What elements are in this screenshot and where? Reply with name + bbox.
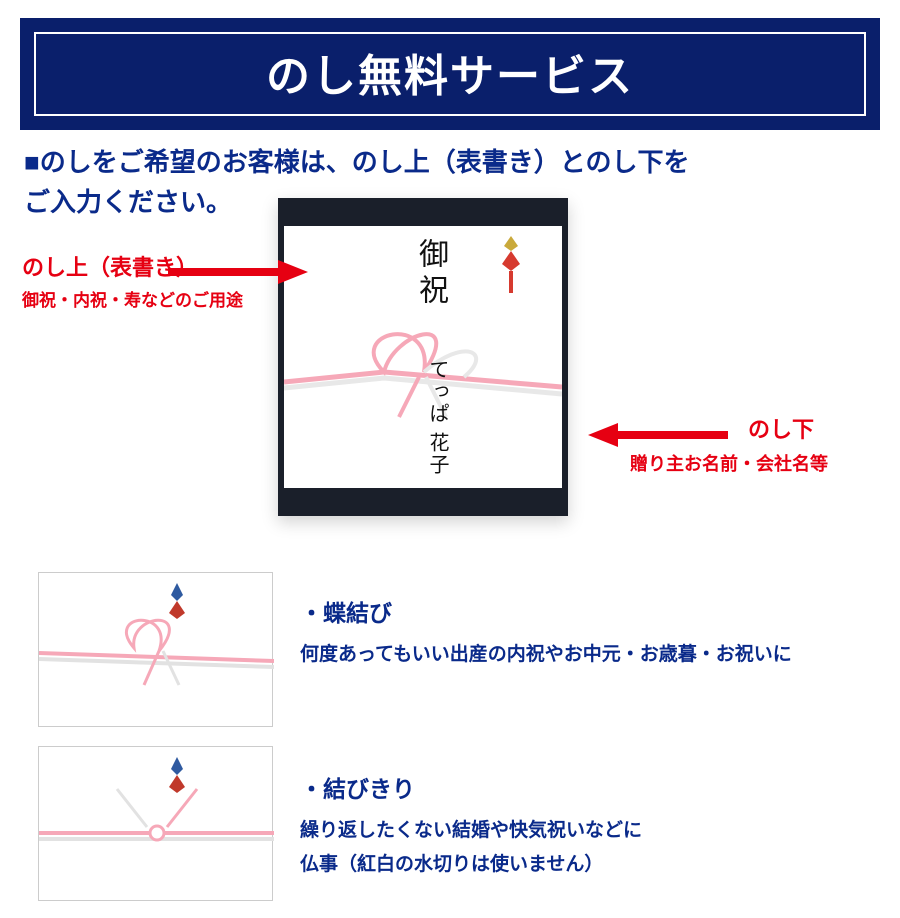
noshi-lower-label: のし下 [748, 412, 814, 444]
bow-icon [39, 603, 274, 693]
noshi-lower-text: てっぱ 花子 [423, 359, 452, 476]
knot-type-thumbnail [38, 572, 273, 727]
bow-icon [39, 777, 274, 867]
noshi-paper: 御祝 てっぱ 花子 [284, 226, 562, 488]
title-text: のし無料サービス [36, 40, 864, 104]
knot-type-desc: 何度あってもいい出産の内祝やお中元・お歳暮・お祝いに [300, 638, 792, 672]
knot-type-title: ・蝶結び [300, 594, 392, 628]
noshi-lower-sublabel: 贈り主お名前・会社名等 [630, 450, 828, 476]
knot-type-thumbnail [38, 746, 273, 901]
noshi-upper-text: 御祝 [408, 238, 452, 310]
title-banner-inner: のし無料サービス [34, 32, 866, 116]
knot-type-desc: 繰り返したくない結婚や快気祝いなどに 仏事（紅白の水切りは使いません） [300, 814, 642, 882]
arrow-icon [588, 423, 728, 447]
noshi-upper-sublabel: 御祝・内祝・寿などのご用途 [22, 286, 243, 311]
thumbnail-box [38, 572, 273, 727]
noshi-upper-label: のし上（表書き） [22, 250, 198, 282]
title-banner: のし無料サービス [20, 18, 880, 130]
thumbnail-box [38, 746, 273, 901]
noshi-card: 御祝 てっぱ 花子 [278, 198, 568, 516]
noshi-ornament-icon [500, 236, 522, 296]
knot-type-title: ・結びきり [300, 770, 415, 804]
